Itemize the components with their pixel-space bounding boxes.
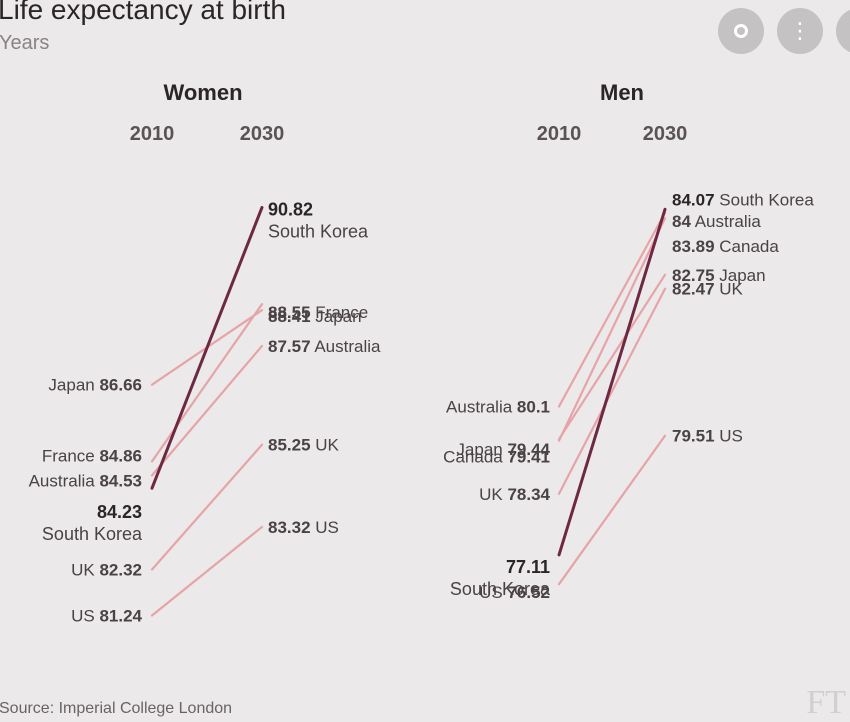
chart-subtitle: Years xyxy=(0,32,50,54)
men-australia-line xyxy=(557,211,667,408)
men-japan-start-label: Japan 79.44 xyxy=(456,440,550,459)
men-end-year: 2030 xyxy=(643,123,688,145)
women-south-korea-start-value: 84.23 xyxy=(97,502,142,522)
women-australia-end-label: 87.57 Australia xyxy=(268,337,381,356)
women-us-end-label: 83.32 US xyxy=(268,518,339,537)
women-south-korea-line xyxy=(150,205,264,490)
men-us-end-label: 79.51 US xyxy=(672,427,743,446)
men-south-korea-start-value: 77.11 xyxy=(506,557,550,577)
men-canada-start-label: Canada 79.41 xyxy=(443,448,550,467)
women-japan-end-label: 88.41 Japan xyxy=(268,307,362,326)
men-us-start-label: US 76.52 xyxy=(479,583,550,602)
men-japan-end-label: 82.75 Japan xyxy=(672,266,766,285)
women-japan-start-label: Japan 86.66 xyxy=(48,376,142,395)
men-south-korea-end-label: 84.07 South Korea xyxy=(672,190,814,209)
source-note: Source: Imperial College London xyxy=(0,700,233,717)
men-uk-end-label: 82.47 UK xyxy=(672,280,744,299)
ft-watermark: FT xyxy=(806,684,846,721)
women-us-start-label: US 81.24 xyxy=(71,607,142,626)
women-france-end-label: 88.55 France xyxy=(268,303,368,322)
chart-title: Life expectancy at birth xyxy=(0,0,286,25)
more-button[interactable]: ⋮ xyxy=(777,8,823,54)
women-australia-line xyxy=(150,344,264,477)
men-australia-start-label: Australia 80.1 xyxy=(446,397,550,416)
men-south-korea-line xyxy=(557,207,667,557)
men-australia-end-label: 84 Australia xyxy=(672,212,761,231)
overflow-button[interactable] xyxy=(836,8,850,54)
men-uk-line xyxy=(557,287,667,495)
women-uk-line xyxy=(150,443,264,571)
women-us-line xyxy=(150,525,264,617)
men-us-line xyxy=(557,434,667,586)
women-start-year: 2010 xyxy=(130,123,175,145)
women-panel-title: Women xyxy=(163,80,242,105)
women-uk-start-label: UK 82.32 xyxy=(71,561,142,580)
more-vertical-icon: ⋮ xyxy=(789,18,811,44)
men-south-korea-start-name: South Korea xyxy=(450,579,551,599)
men-start-year: 2010 xyxy=(537,123,582,145)
men-uk-start-label: UK 78.34 xyxy=(479,485,550,504)
women-south-korea-start-name: South Korea xyxy=(42,524,143,544)
women-uk-end-label: 85.25 UK xyxy=(268,436,340,455)
lens-button[interactable] xyxy=(718,8,764,54)
women-france-start-label: France 84.86 xyxy=(42,446,142,465)
women-south-korea-end-name: South Korea xyxy=(268,221,369,241)
women-end-year: 2030 xyxy=(240,123,285,145)
lens-icon xyxy=(718,8,764,54)
women-france-line xyxy=(150,303,264,463)
women-south-korea-end-value: 90.82 xyxy=(268,199,313,219)
men-canada-end-label: 83.89 Canada xyxy=(672,237,779,256)
men-panel-title: Men xyxy=(600,80,644,105)
women-australia-start-label: Australia 84.53 xyxy=(29,471,142,490)
men-canada-line xyxy=(557,217,667,442)
men-japan-line xyxy=(557,273,667,441)
